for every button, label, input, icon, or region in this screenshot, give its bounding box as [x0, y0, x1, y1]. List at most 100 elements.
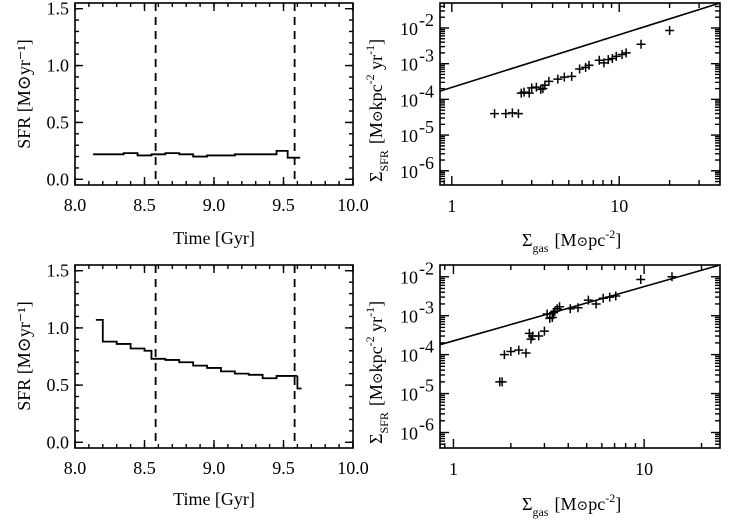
kennicutt-schmidt-fit-line [439, 264, 721, 346]
data-point [519, 87, 529, 97]
x-axis-label: Time [Gyr] [173, 228, 255, 248]
data-point [531, 82, 541, 92]
panel-ks-top: 1 10 10-610-510-410-310-2 Σgas [M⊙pc-2] ΣS… [363, 2, 721, 255]
data-point [636, 274, 646, 284]
x-tick-label: 8.0 [64, 195, 87, 215]
data-point [603, 55, 613, 65]
panel-sfr-top: 8.0 8.5 9.0 9.5 10.0 0.0 0.5 1.0 1.5 Time [Gyr]… [14, 0, 369, 248]
data-point [584, 60, 594, 70]
data-point [611, 51, 621, 61]
x-tick-label: 10 [610, 196, 628, 216]
y-tick-exponent: -3 [419, 46, 434, 66]
y-tick-exponent: -2 [419, 259, 434, 279]
y-axis-label: ΣSFR[M⊙kpc-2 yr-1] [363, 301, 391, 444]
data-point [665, 25, 675, 35]
x-axis-label: Time [Gyr] [173, 489, 255, 509]
data-point [575, 64, 585, 74]
y-tick-label: 10 [400, 19, 418, 39]
data-point [594, 55, 604, 65]
y-tick-exponent: -4 [419, 81, 434, 101]
data-point [499, 350, 509, 360]
data-point [521, 348, 531, 358]
y-axis-label: SFR [M⊙yr⁻¹] [14, 301, 34, 411]
y-tick-label: 1.5 [47, 261, 70, 281]
data-point [617, 50, 627, 60]
data-point [501, 109, 511, 119]
y-tick-label: 10 [400, 268, 418, 288]
data-point [591, 299, 601, 309]
x-tick-label: 1 [449, 459, 458, 479]
y-tick-label: 0.0 [47, 169, 70, 189]
y-tick-label: 0.0 [47, 432, 70, 452]
x-axis-label: Σgas [M⊙pc-2] [522, 227, 621, 255]
x-axis-label: Σgas [M⊙pc-2] [522, 491, 621, 519]
kennicutt-schmidt-fit-line [439, 2, 721, 92]
plot-frame [439, 264, 721, 449]
x-tick-label: 10 [635, 459, 653, 479]
panel-ks-bottom: 1 10 10-610-510-410-310-2 Σgas [M⊙pc-2] ΣS… [363, 259, 721, 519]
data-point [567, 71, 577, 81]
data-point [555, 302, 565, 312]
x-tick-label: 8.5 [133, 195, 156, 215]
x-tick-label: 9.0 [203, 195, 226, 215]
y-tick-label: 10 [400, 126, 418, 146]
sfr-step-line [95, 319, 298, 380]
y-tick-label: 10 [400, 424, 418, 444]
data-point [573, 303, 583, 313]
data-point [544, 76, 554, 86]
y-tick-exponent: -5 [419, 376, 434, 396]
data-point [583, 295, 593, 305]
sfr-step-line [93, 149, 301, 159]
y-tick-label: 1.0 [47, 318, 70, 338]
x-tick-label: 1 [447, 196, 456, 216]
y-tick-exponent: -4 [419, 337, 434, 357]
data-point [513, 109, 523, 119]
data-point [507, 108, 517, 118]
data-point [553, 74, 563, 84]
data-point [534, 331, 544, 341]
y-tick-label: 1.5 [47, 0, 70, 19]
y-axis-label: ΣSFR[M⊙kpc-2 yr-1] [363, 39, 391, 182]
y-tick-exponent: -3 [419, 298, 434, 318]
y-tick-label: 0.5 [47, 375, 70, 395]
y-tick-label: 1.0 [47, 56, 70, 76]
data-point [667, 272, 677, 282]
data-point [539, 326, 549, 336]
data-point [621, 48, 631, 58]
y-tick-label: 10 [400, 55, 418, 75]
y-tick-exponent: -5 [419, 117, 434, 137]
y-tick-exponent: -2 [419, 10, 434, 30]
y-tick-label: 10 [400, 90, 418, 110]
data-point [524, 88, 534, 98]
x-tick-label: 9.0 [203, 458, 226, 478]
y-axis-label: SFR [M⊙yr⁻¹] [14, 39, 34, 149]
x-tick-label: 8.5 [133, 458, 156, 478]
data-point [536, 84, 546, 94]
data-point [547, 312, 557, 322]
data-point [490, 109, 500, 119]
x-tick-label: 10.0 [337, 195, 369, 215]
sfr-step-tail [296, 375, 302, 390]
plot-frame [74, 2, 354, 186]
plot-frame [439, 2, 721, 186]
data-point [565, 304, 575, 314]
data-point [611, 291, 621, 301]
data-point [598, 293, 608, 303]
plot-frame [74, 264, 354, 449]
y-tick-label: 10 [400, 162, 418, 182]
x-tick-label: 9.5 [272, 458, 295, 478]
data-point [540, 80, 550, 90]
data-point [636, 39, 646, 49]
y-tick-label: 10 [400, 307, 418, 327]
data-point [514, 345, 524, 355]
x-tick-label: 10.0 [337, 458, 369, 478]
y-tick-label: 10 [400, 346, 418, 366]
x-tick-label: 8.0 [64, 458, 87, 478]
x-tick-label: 9.5 [272, 195, 295, 215]
data-point [506, 347, 516, 357]
y-tick-exponent: -6 [419, 153, 434, 173]
data-point [607, 53, 617, 63]
y-tick-label: 10 [400, 385, 418, 405]
